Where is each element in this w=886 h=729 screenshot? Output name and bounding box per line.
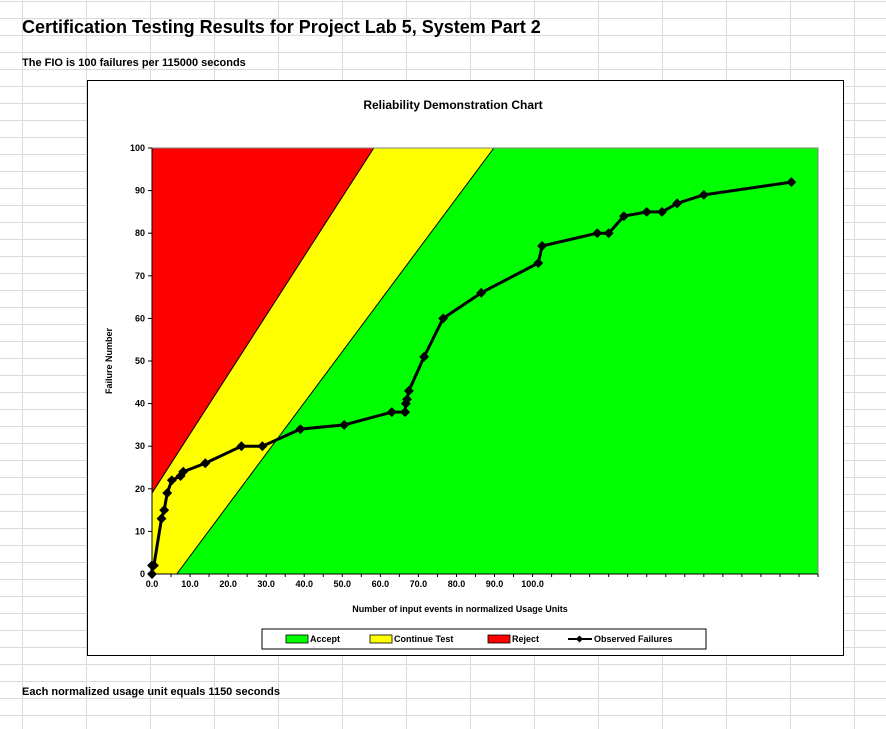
x-tick-label: 90.0 (486, 579, 504, 589)
observed-point (147, 569, 157, 579)
reliability-chart-svg: Reliability Demonstration Chart 0.0 10.0 2… (104, 98, 819, 650)
chart-area[interactable]: Reliability Demonstration Chart 0.0 10.0 2… (87, 80, 844, 656)
observed-point (402, 394, 412, 405)
y-axis-label: Failure Number (104, 327, 114, 394)
x-tick-label: 80.0 (448, 579, 466, 589)
y-tick-label: 100 (130, 143, 145, 153)
legend-accept-label: Accept (310, 634, 340, 644)
x-tick-label: 10.0 (181, 579, 199, 589)
y-tick-label: 30 (135, 441, 145, 451)
observed-point (162, 488, 173, 499)
legend-observed-label: Observed Failures (594, 634, 673, 644)
legend-continue-swatch (369, 634, 393, 644)
observed-point (698, 189, 709, 200)
observed-point (603, 228, 614, 239)
x-tick-labels: 0.0 10.0 20.0 30.0 40.0 50.0 60.0 70.0 80.0 90.0 1… (146, 579, 544, 589)
x-tick-label: 50.0 (334, 579, 352, 589)
legend-reject-swatch (487, 634, 511, 644)
reject-boundary-line (152, 148, 375, 494)
y-tick-label: 10 (135, 526, 145, 536)
legend-reject-label: Reject (512, 634, 539, 644)
observed-point (786, 177, 797, 188)
x-tick-label: 30.0 (257, 579, 275, 589)
observed-point (657, 206, 667, 217)
observed-point (672, 198, 683, 209)
observed-point (386, 407, 397, 418)
observed-failures-markers (147, 177, 797, 579)
observed-point (236, 441, 247, 452)
fio-line: The FIO is 100 failures per 115000 secon… (22, 57, 246, 69)
x-tick-label: 0.0 (146, 579, 159, 589)
legend-continue-label: Continue Test (394, 634, 453, 644)
observed-point (200, 458, 211, 469)
observed-point (641, 206, 652, 217)
legend: Accept Continue Test Reject Observed Fai… (261, 628, 707, 650)
observed-point (159, 505, 170, 516)
observed-point (419, 351, 430, 362)
x-tick-label: 40.0 (295, 579, 313, 589)
continue-region (152, 148, 494, 574)
x-tick-label: 70.0 (410, 579, 428, 589)
observed-point (257, 441, 268, 452)
legend-observed-marker (575, 635, 584, 643)
footer-note: Each normalized usage unit equals 1150 s… (22, 686, 280, 698)
chart-title: Reliability Demonstration Chart (363, 98, 542, 112)
sheet-title: Certification Testing Results for Projec… (22, 17, 541, 37)
x-tick-label: 60.0 (372, 579, 390, 589)
y-tick-label: 0 (140, 569, 145, 579)
legend-accept-swatch (285, 634, 309, 644)
observed-point (537, 241, 548, 251)
x-tick-label: 100.0 (521, 579, 544, 589)
accept-boundary-line (176, 148, 495, 574)
legend-box (261, 628, 707, 650)
observed-point (403, 385, 414, 396)
y-tick-label: 40 (135, 399, 145, 409)
observed-point (533, 258, 544, 268)
observed-point (400, 407, 411, 418)
y-tick-label: 70 (135, 271, 145, 281)
x-axis-label: Number of input events in normalized Usa… (352, 604, 568, 614)
y-tick-label: 50 (135, 356, 145, 366)
y-tick-labels: 0 10 20 30 40 50 60 70 80 90 100 (130, 143, 152, 579)
observed-point (618, 211, 629, 222)
observed-point (156, 513, 167, 524)
y-tick-label: 80 (135, 228, 145, 238)
y-tick-label: 90 (135, 186, 145, 196)
y-tick-label: 60 (135, 313, 145, 323)
y-tick-label: 20 (135, 484, 145, 494)
x-tick-label: 20.0 (219, 579, 237, 589)
